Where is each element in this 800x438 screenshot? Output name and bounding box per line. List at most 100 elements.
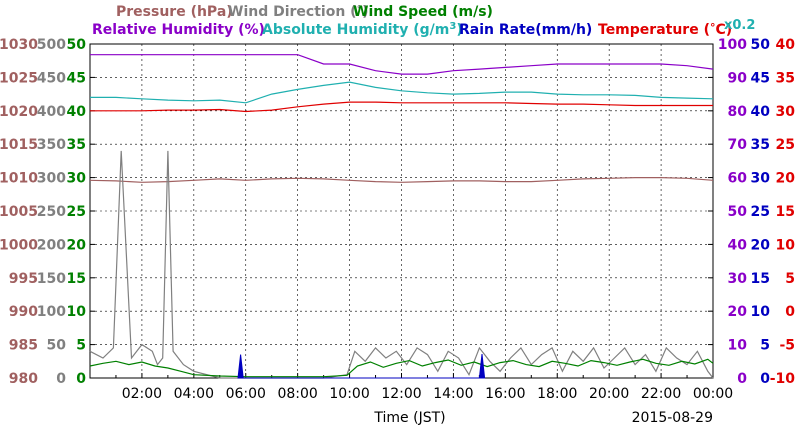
y-tick-relative_humidity: 40 (728, 237, 748, 253)
grid-lines (90, 44, 713, 378)
y-tick-wind_direction: 250 (37, 204, 66, 220)
series-lines (89, 54, 714, 379)
y-tick-rain_rate: 45 (751, 70, 770, 86)
y-tick-pressure: 980 (9, 371, 38, 387)
y-tick-rain_rate: 15 (751, 271, 770, 287)
series-relative-humidity (90, 54, 714, 75)
y-tick-rain_rate: 50 (751, 37, 771, 53)
x-axis: 02:00 04:00 06:00 08:00 10:00 12:00 14:00 16:00… (115, 373, 733, 402)
y-tick-temperature: 20 (776, 171, 796, 187)
y-tick-wind_speed: 25 (67, 204, 86, 220)
y-tick-pressure: 990 (9, 304, 38, 320)
y-tick-wind_speed: 45 (67, 70, 86, 86)
y-tick-pressure: 995 (9, 271, 38, 287)
x-tick-label: 18:00 (537, 386, 577, 402)
y-tick-rain_rate: 5 (760, 338, 770, 354)
series-absolute-humidity-g-m (90, 81, 714, 104)
y-tick-wind_speed: 0 (76, 371, 86, 387)
y-tick-pressure: 1015 (0, 137, 38, 153)
y-tick-temperature: 5 (785, 271, 795, 287)
legend-wind-speed: Wind Speed (m/s) (353, 4, 493, 20)
y-tick-relative_humidity: 0 (737, 371, 747, 387)
legend-rain-rate: Rain Rate(mm/h) (459, 22, 592, 38)
y-tick-wind_speed: 50 (67, 37, 87, 53)
y-tick-rain_rate: 10 (751, 304, 771, 320)
y-tick-wind_speed: 40 (67, 104, 87, 120)
y-tick-wind_direction: 200 (37, 237, 66, 253)
y-tick-wind_direction: 300 (37, 171, 66, 187)
x-tick-label: 08:00 (277, 386, 317, 402)
y-tick-wind_speed: 30 (67, 171, 87, 187)
y-tick-temperature: 10 (776, 237, 796, 253)
x-tick-label: 16:00 (485, 386, 525, 402)
y-tick-temperature: -10 (770, 371, 796, 387)
series-pressure-hpa (89, 177, 714, 183)
y-tick-relative_humidity: 30 (728, 271, 748, 287)
y-tick-rain_rate: 35 (751, 137, 770, 153)
y-tick-relative_humidity: 100 (718, 37, 747, 53)
y-tick-pressure: 1030 (0, 37, 38, 53)
x-tick-label: 14:00 (433, 386, 473, 402)
legend-temperature: Temperature (°C) (598, 21, 732, 38)
y-tick-pressure: 1005 (0, 204, 38, 220)
x-tick-label: 12:00 (381, 386, 421, 402)
y-tick-wind_speed: 5 (76, 338, 86, 354)
y-tick-rain_rate: 20 (751, 237, 771, 253)
y-tick-temperature: 35 (776, 70, 795, 86)
legend-wind-direction: Wind Direction (°) (228, 3, 368, 20)
y-tick-wind_speed: 15 (67, 271, 86, 287)
y-tick-relative_humidity: 60 (728, 171, 748, 187)
y-tick-wind_direction: 350 (37, 137, 66, 153)
legend-relative-humidity: Relative Humidity (%) (92, 22, 265, 38)
x-tick-label: 04:00 (174, 386, 214, 402)
y-tick-temperature: 0 (785, 304, 795, 320)
y-tick-relative_humidity: 80 (728, 104, 748, 120)
x-tick-label: 20:00 (589, 386, 629, 402)
y-tick-temperature: 25 (776, 137, 795, 153)
y-tick-pressure: 985 (9, 338, 38, 354)
y-tick-relative_humidity: 20 (728, 304, 748, 320)
y-tick-pressure: 1000 (0, 237, 38, 253)
x-axis-title: Time (JST) (373, 410, 445, 426)
y-tick-rain_rate: 25 (751, 204, 770, 220)
y-tick-temperature: 40 (776, 37, 796, 53)
y-tick-rain_rate: 0 (760, 371, 770, 387)
series-wind-direction (89, 150, 714, 379)
x-tick-label: 00:00 (693, 386, 733, 402)
y-tick-rain_rate: 30 (751, 171, 771, 187)
x-tick-label: 02:00 (122, 386, 162, 402)
y-tick-rain_rate: 40 (751, 104, 771, 120)
x-tick-label: 06:00 (226, 386, 266, 402)
y-tick-wind_direction: 0 (56, 371, 66, 387)
y-tick-relative_humidity: 50 (728, 204, 748, 220)
y-tick-pressure: 1020 (0, 104, 38, 120)
y-tick-wind_speed: 10 (67, 304, 87, 320)
x-tick-label: 22:00 (641, 386, 681, 402)
y-tick-wind_direction: 150 (37, 271, 66, 287)
date-label: 2015-08-29 (632, 410, 713, 426)
series-rain-rate (237, 353, 486, 379)
y-tick-relative_humidity: 90 (728, 70, 748, 86)
y-tick-pressure: 1010 (0, 171, 38, 187)
y-tick-wind_direction: 450 (37, 70, 66, 86)
y-tick-wind_speed: 35 (67, 137, 86, 153)
y-tick-temperature: -5 (779, 338, 795, 354)
series-temperature-c (90, 101, 713, 113)
series-wind-speed-m-s (89, 358, 714, 378)
y-axes: 9809859909951000100510101015102010251030… (0, 37, 795, 387)
legend-pressure: Pressure (hPa) (116, 4, 233, 20)
legend-absolute-humidity: Absolute Humidity (g/m3) (262, 21, 463, 38)
y-tick-pressure: 1025 (0, 70, 38, 86)
y-tick-temperature: 15 (776, 204, 795, 220)
y-tick-wind_direction: 50 (47, 338, 67, 354)
y-tick-relative_humidity: 70 (728, 137, 748, 153)
legend-rain-scale: x0.2 (724, 18, 755, 33)
y-tick-wind_direction: 100 (37, 304, 66, 320)
y-tick-relative_humidity: 10 (728, 338, 748, 354)
x-tick-label: 10:00 (329, 386, 369, 402)
y-tick-wind_direction: 500 (37, 37, 66, 53)
y-tick-wind_direction: 400 (37, 104, 66, 120)
y-tick-wind_speed: 20 (67, 237, 87, 253)
